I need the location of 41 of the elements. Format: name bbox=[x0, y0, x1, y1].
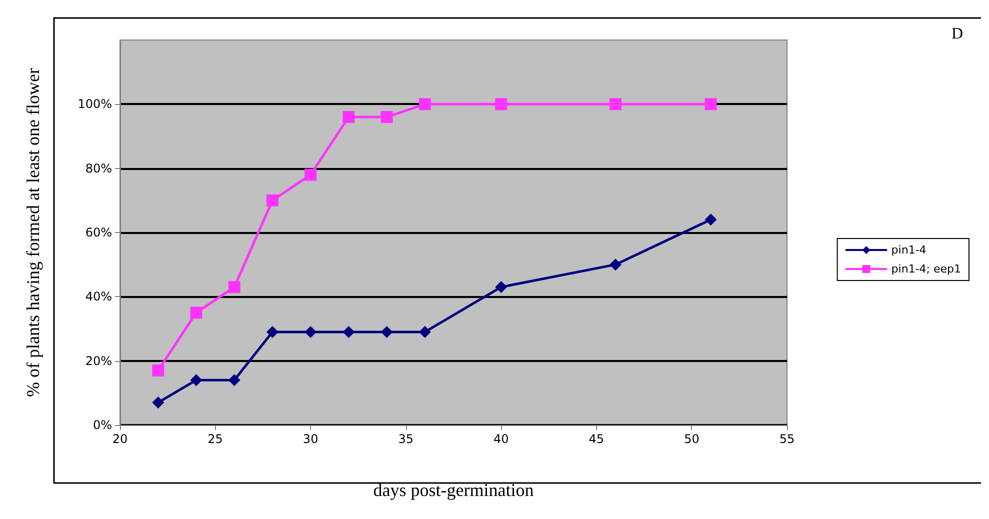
point bbox=[266, 194, 278, 206]
x-tick-label: 40 bbox=[494, 432, 509, 446]
legend-label: pin1-4 bbox=[891, 244, 926, 256]
x-tick-label: 55 bbox=[779, 432, 795, 446]
point bbox=[342, 326, 355, 338]
y-tick-label: 100% bbox=[78, 97, 112, 112]
point bbox=[418, 326, 431, 338]
y-tick-label: 40% bbox=[85, 290, 112, 304]
x-tick-label: 20 bbox=[112, 432, 128, 446]
point bbox=[495, 98, 508, 110]
point bbox=[228, 374, 240, 386]
point bbox=[495, 281, 508, 294]
point bbox=[190, 374, 202, 386]
y-tick-label: 0% bbox=[92, 418, 112, 432]
y-axis-title: % of plants having formed at least one flower bbox=[23, 68, 43, 397]
point bbox=[342, 111, 355, 123]
point bbox=[704, 214, 717, 226]
point bbox=[304, 326, 317, 338]
y-tick-label: 80% bbox=[85, 161, 112, 176]
point bbox=[609, 258, 622, 271]
x-tick-label: 25 bbox=[208, 432, 223, 446]
point bbox=[152, 396, 164, 409]
x-tick-label: 30 bbox=[302, 432, 318, 446]
point bbox=[380, 111, 393, 123]
x-tick-label: 45 bbox=[588, 432, 604, 446]
point bbox=[266, 326, 278, 338]
x-axis-title: days post-germination bbox=[373, 480, 534, 500]
point bbox=[418, 98, 431, 110]
point bbox=[304, 168, 317, 181]
point bbox=[380, 326, 393, 338]
point bbox=[190, 306, 202, 319]
y-tick-label: 20% bbox=[85, 354, 112, 368]
legend-label: pin1-4; eep1 bbox=[891, 262, 962, 276]
point bbox=[609, 98, 622, 110]
y-tick-label: 60% bbox=[85, 226, 112, 240]
point bbox=[704, 98, 717, 110]
text: D bbox=[951, 26, 964, 42]
point bbox=[228, 281, 240, 294]
point bbox=[152, 364, 164, 376]
x-tick-label: 50 bbox=[684, 432, 700, 446]
x-tick-label: 35 bbox=[398, 432, 414, 446]
